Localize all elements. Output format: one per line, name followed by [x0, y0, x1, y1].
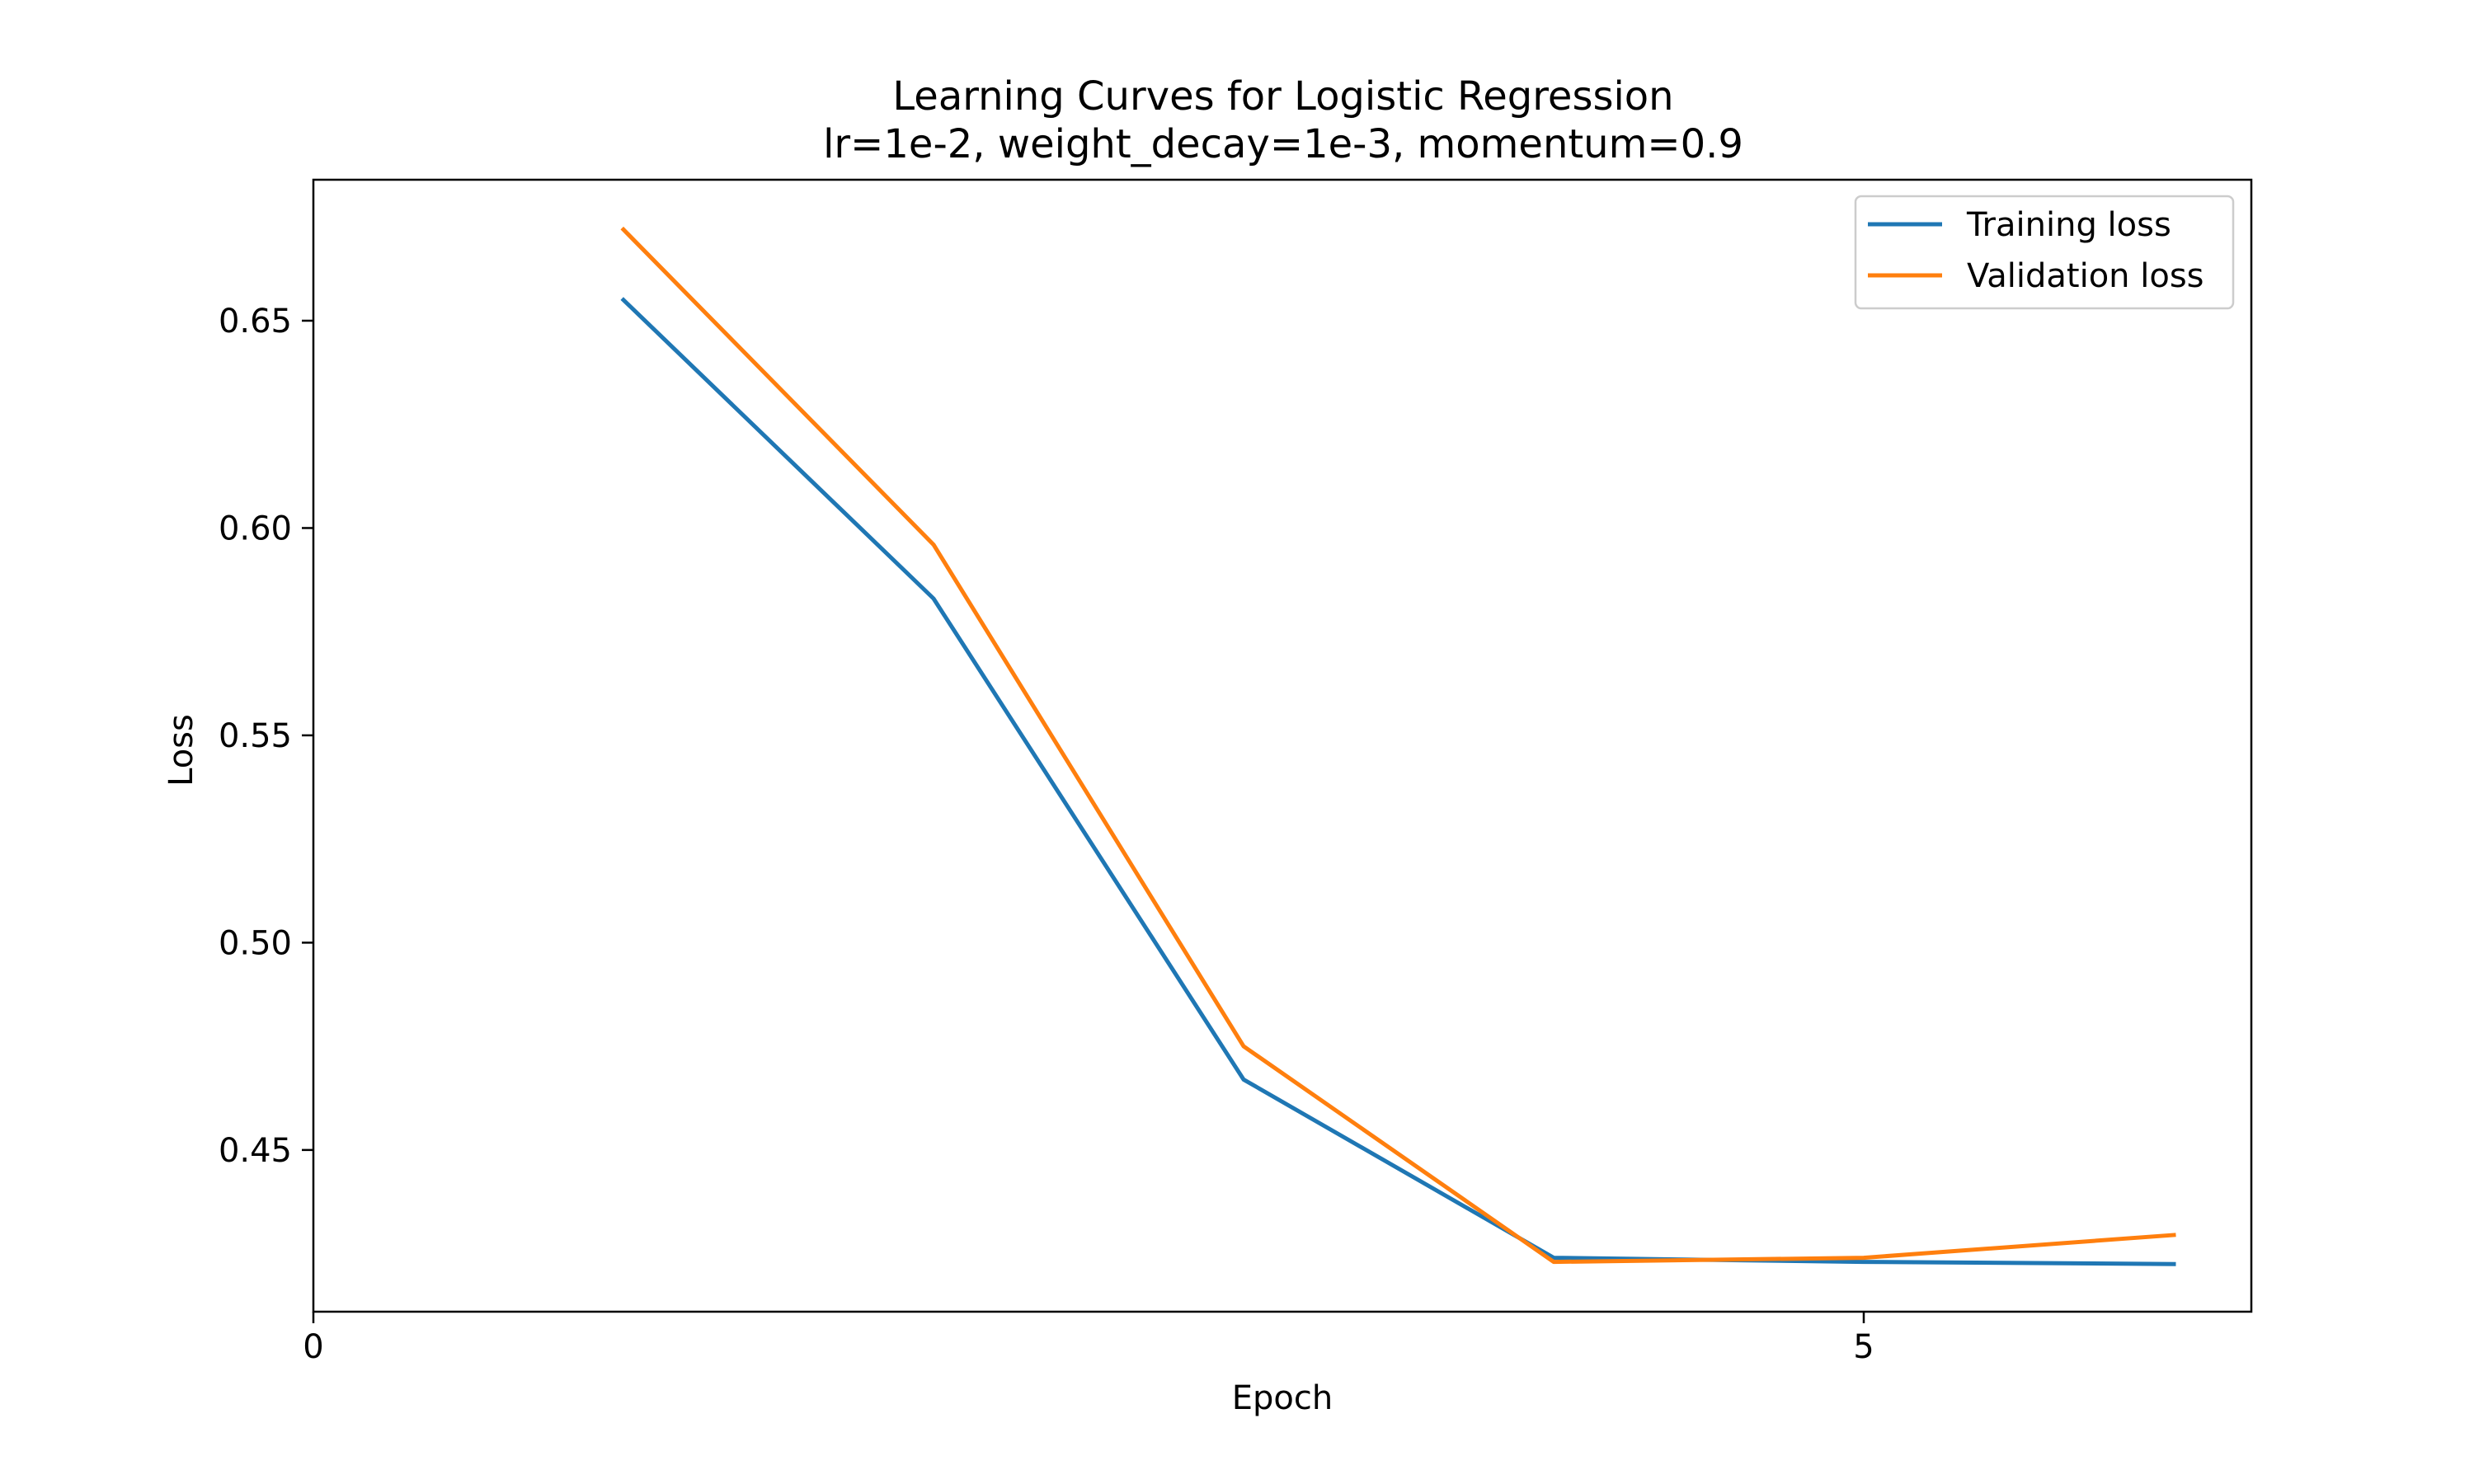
y-tick-label: 0.50 — [219, 924, 292, 962]
legend: Training loss Validation loss — [1854, 195, 2235, 310]
y-tick-label: 0.60 — [219, 510, 292, 547]
series-line-training-loss — [620, 297, 2176, 1266]
chart-subtitle: lr=1e-2, weight_decay=1e-3, momentum=0.9 — [823, 121, 1743, 167]
series-line-validation-loss — [620, 226, 2176, 1265]
legend-label-validation-loss: Validation loss — [1967, 257, 2204, 295]
series-lines — [620, 226, 2176, 1266]
plot-frame — [312, 178, 2253, 1313]
y-axis: 0.45 0.50 0.55 0.60 0.65 — [219, 303, 313, 1170]
chart-title: Learning Curves for Logistic Regression — [892, 73, 1673, 120]
x-tick-label: 0 — [303, 1328, 323, 1366]
y-tick-label: 0.45 — [219, 1132, 292, 1170]
legend-label-training-loss: Training loss — [1966, 206, 2171, 244]
y-tick-label: 0.65 — [219, 303, 292, 340]
y-axis-label: Loss — [162, 714, 200, 787]
y-tick-label: 0.55 — [219, 717, 292, 755]
x-tick-label: 5 — [1853, 1328, 1874, 1366]
x-axis-label: Epoch — [1232, 1379, 1333, 1417]
legend-box — [1854, 195, 2235, 310]
